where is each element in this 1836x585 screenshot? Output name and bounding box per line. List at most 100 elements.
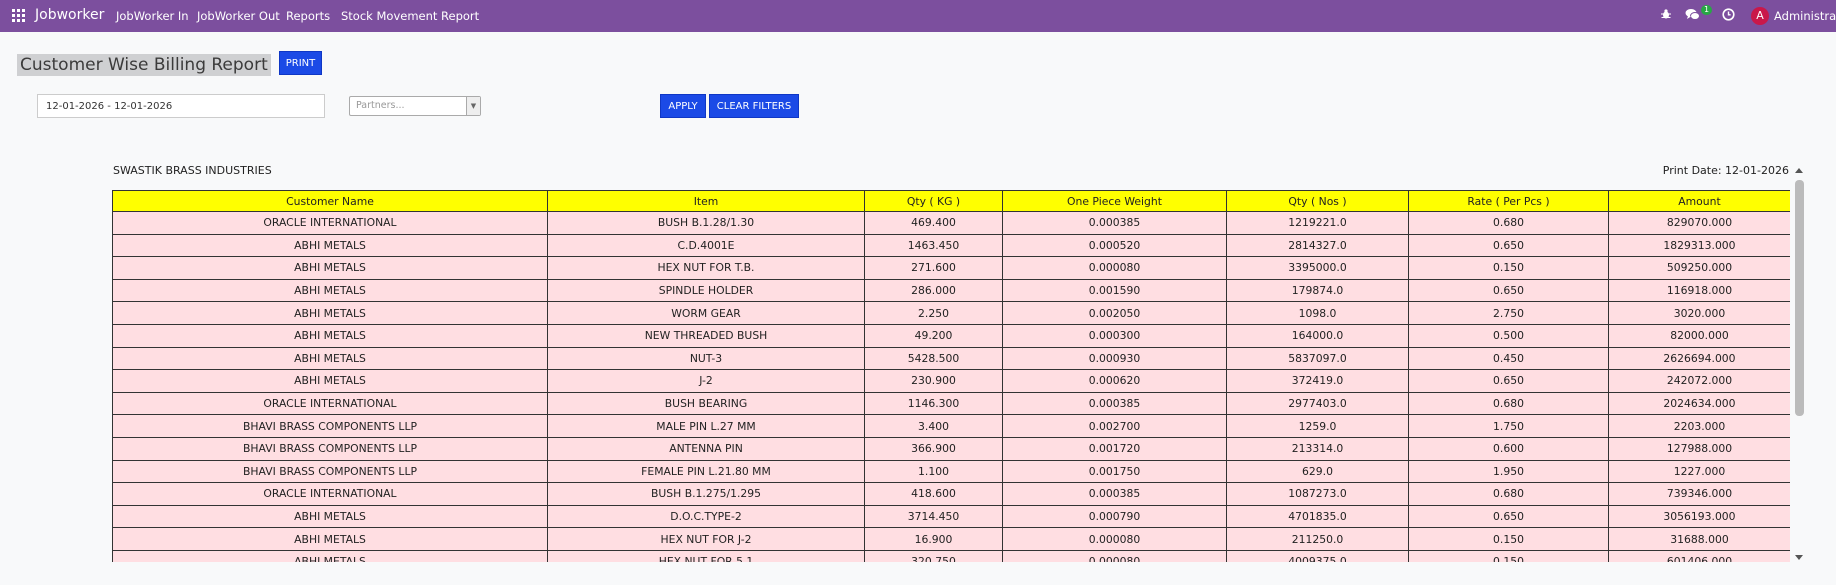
table-row: ABHI METALS HEX NUT FOR T.B. 271.600 0.0000… xyxy=(112,256,1790,280)
table-cell: 0.650 xyxy=(1408,233,1609,258)
table-cell: 1.750 xyxy=(1408,414,1609,438)
report-table-container: Customer Name Item Qty ( KG ) One Piece … xyxy=(112,190,1790,562)
table-cell: 0.650 xyxy=(1408,504,1609,529)
table-cell: 0.000930 xyxy=(1002,346,1227,371)
table-cell: BHAVI BRASS COMPONENTS LLP xyxy=(112,414,548,438)
table-header-row: Customer Name Item Qty ( KG ) One Piece … xyxy=(112,190,1790,212)
scroll-up-icon[interactable] xyxy=(1795,168,1803,173)
table-cell: 1463.450 xyxy=(864,233,1003,258)
table-row: ABHI METALS NUT-3 5428.500 0.000930 5837097.… xyxy=(112,346,1790,371)
apps-grid-icon[interactable] xyxy=(12,9,25,22)
column-header[interactable]: Item xyxy=(547,190,865,212)
table-cell: 0.680 xyxy=(1408,482,1609,506)
table-row: ORACLE INTERNATIONAL BUSH B.1.275/1.295 41… xyxy=(112,482,1790,506)
table-cell: 0.650 xyxy=(1408,369,1609,393)
table-cell: 0.600 xyxy=(1408,436,1609,461)
table-row: BHAVI BRASS COMPONENTS LLP FEMALE PIN L.2… xyxy=(112,459,1790,484)
table-cell: 0.000790 xyxy=(1002,504,1227,529)
table-row: BHAVI BRASS COMPONENTS LLP ANTENNA PIN 366… xyxy=(112,436,1790,461)
table-cell: ABHI METALS xyxy=(112,527,548,551)
table-cell: C.D.4001E xyxy=(547,233,865,258)
table-cell: 116918.000 xyxy=(1608,278,1790,303)
chevron-down-icon[interactable]: ▼ xyxy=(466,97,480,115)
table-cell: 1.100 xyxy=(864,459,1003,484)
clear-filters-button[interactable]: CLEAR FILTERS xyxy=(709,94,799,118)
apply-button[interactable]: APPLY xyxy=(660,94,706,118)
table-row: ABHI METALS D.O.C.TYPE-2 3714.450 0.000790 4… xyxy=(112,504,1790,529)
table-row: BHAVI BRASS COMPONENTS LLP MALE PIN L.27 … xyxy=(112,414,1790,438)
table-cell: 320.750 xyxy=(864,549,1003,562)
scroll-down-icon[interactable] xyxy=(1795,555,1803,560)
print-button[interactable]: PRINT xyxy=(279,51,322,75)
column-header[interactable]: Qty ( KG ) xyxy=(864,190,1003,212)
table-cell: 1146.300 xyxy=(864,391,1003,416)
table-cell: 469.400 xyxy=(864,211,1003,235)
table-cell: 372419.0 xyxy=(1226,369,1409,393)
table-cell: 286.000 xyxy=(864,278,1003,303)
menu-reports[interactable]: Reports xyxy=(286,9,331,23)
table-cell: ORACLE INTERNATIONAL xyxy=(112,482,548,506)
table-cell: 0.002050 xyxy=(1002,301,1227,325)
table-cell: 0.650 xyxy=(1408,278,1609,303)
table-cell: 2814327.0 xyxy=(1226,233,1409,258)
table-cell: BHAVI BRASS COMPONENTS LLP xyxy=(112,459,548,484)
menu-stock-movement-report[interactable]: Stock Movement Report xyxy=(341,9,480,23)
table-cell: 1.950 xyxy=(1408,459,1609,484)
table-cell: 829070.000 xyxy=(1608,211,1790,235)
clock-icon[interactable] xyxy=(1722,8,1735,24)
table-cell: HEX NUT FOR T.B. xyxy=(547,256,865,280)
table-cell: BUSH B.1.28/1.30 xyxy=(547,211,865,235)
table-cell: ABHI METALS xyxy=(112,504,548,529)
table-cell: MALE PIN L.27 MM xyxy=(547,414,865,438)
user-menu[interactable]: Administrator xyxy=(1774,9,1836,23)
menu-jobworker-out[interactable]: JobWorker Out xyxy=(197,9,280,23)
chat-icon[interactable] xyxy=(1685,8,1700,24)
table-cell: 179874.0 xyxy=(1226,278,1409,303)
table-cell: 418.600 xyxy=(864,482,1003,506)
table-row: ABHI METALS NEW THREADED BUSH 49.200 0.0003… xyxy=(112,323,1790,348)
table-cell: 3.400 xyxy=(864,414,1003,438)
table-cell: 0.002700 xyxy=(1002,414,1227,438)
table-scrollbar[interactable] xyxy=(1795,168,1804,560)
column-header[interactable]: Customer Name xyxy=(112,190,548,212)
print-date: Print Date: 12-01-2026 xyxy=(1662,164,1789,177)
bug-icon[interactable] xyxy=(1660,8,1672,23)
table-cell: ABHI METALS xyxy=(112,301,548,325)
table-cell: 5428.500 xyxy=(864,346,1003,371)
table-cell: BHAVI BRASS COMPONENTS LLP xyxy=(112,436,548,461)
table-cell: NEW THREADED BUSH xyxy=(547,323,865,348)
table-cell: 0.680 xyxy=(1408,211,1609,235)
table-cell: ABHI METALS xyxy=(112,256,548,280)
table-cell: ABHI METALS xyxy=(112,549,548,562)
column-header[interactable]: Qty ( Nos ) xyxy=(1226,190,1409,212)
app-brand[interactable]: Jobworker xyxy=(35,7,105,23)
table-cell: FEMALE PIN L.21.80 MM xyxy=(547,459,865,484)
table-cell: 0.000385 xyxy=(1002,211,1227,235)
partners-select[interactable]: Partners... ▼ xyxy=(349,96,481,116)
table-cell: 0.001720 xyxy=(1002,436,1227,461)
table-cell: ANTENNA PIN xyxy=(547,436,865,461)
column-header[interactable]: One Piece Weight xyxy=(1002,190,1227,212)
column-header[interactable]: Rate ( Per Pcs ) xyxy=(1408,190,1609,212)
table-cell: 2024634.000 xyxy=(1608,391,1790,416)
partners-placeholder: Partners... xyxy=(356,100,405,111)
table-cell: 739346.000 xyxy=(1608,482,1790,506)
table-cell: WORM GEAR xyxy=(547,301,865,325)
table-cell: 213314.0 xyxy=(1226,436,1409,461)
table-cell: 271.600 xyxy=(864,256,1003,280)
table-cell: 0.000620 xyxy=(1002,369,1227,393)
scroll-thumb[interactable] xyxy=(1795,180,1804,416)
table-cell: 242072.000 xyxy=(1608,369,1790,393)
column-header[interactable]: Amount xyxy=(1608,190,1790,212)
table-cell: 0.000300 xyxy=(1002,323,1227,348)
menu-jobworker-in[interactable]: JobWorker In xyxy=(116,9,189,23)
page-title: Customer Wise Billing Report xyxy=(17,54,271,76)
date-range-input[interactable] xyxy=(37,94,325,118)
table-cell: 0.001590 xyxy=(1002,278,1227,303)
table-cell: 0.000385 xyxy=(1002,482,1227,506)
avatar[interactable]: A xyxy=(1751,7,1769,25)
table-cell: HEX NUT FOR 5.1 xyxy=(547,549,865,562)
table-cell: 164000.0 xyxy=(1226,323,1409,348)
table-cell: HEX NUT FOR J-2 xyxy=(547,527,865,551)
table-row: ABHI METALS HEX NUT FOR 5.1 320.750 0.00008… xyxy=(112,549,1790,562)
